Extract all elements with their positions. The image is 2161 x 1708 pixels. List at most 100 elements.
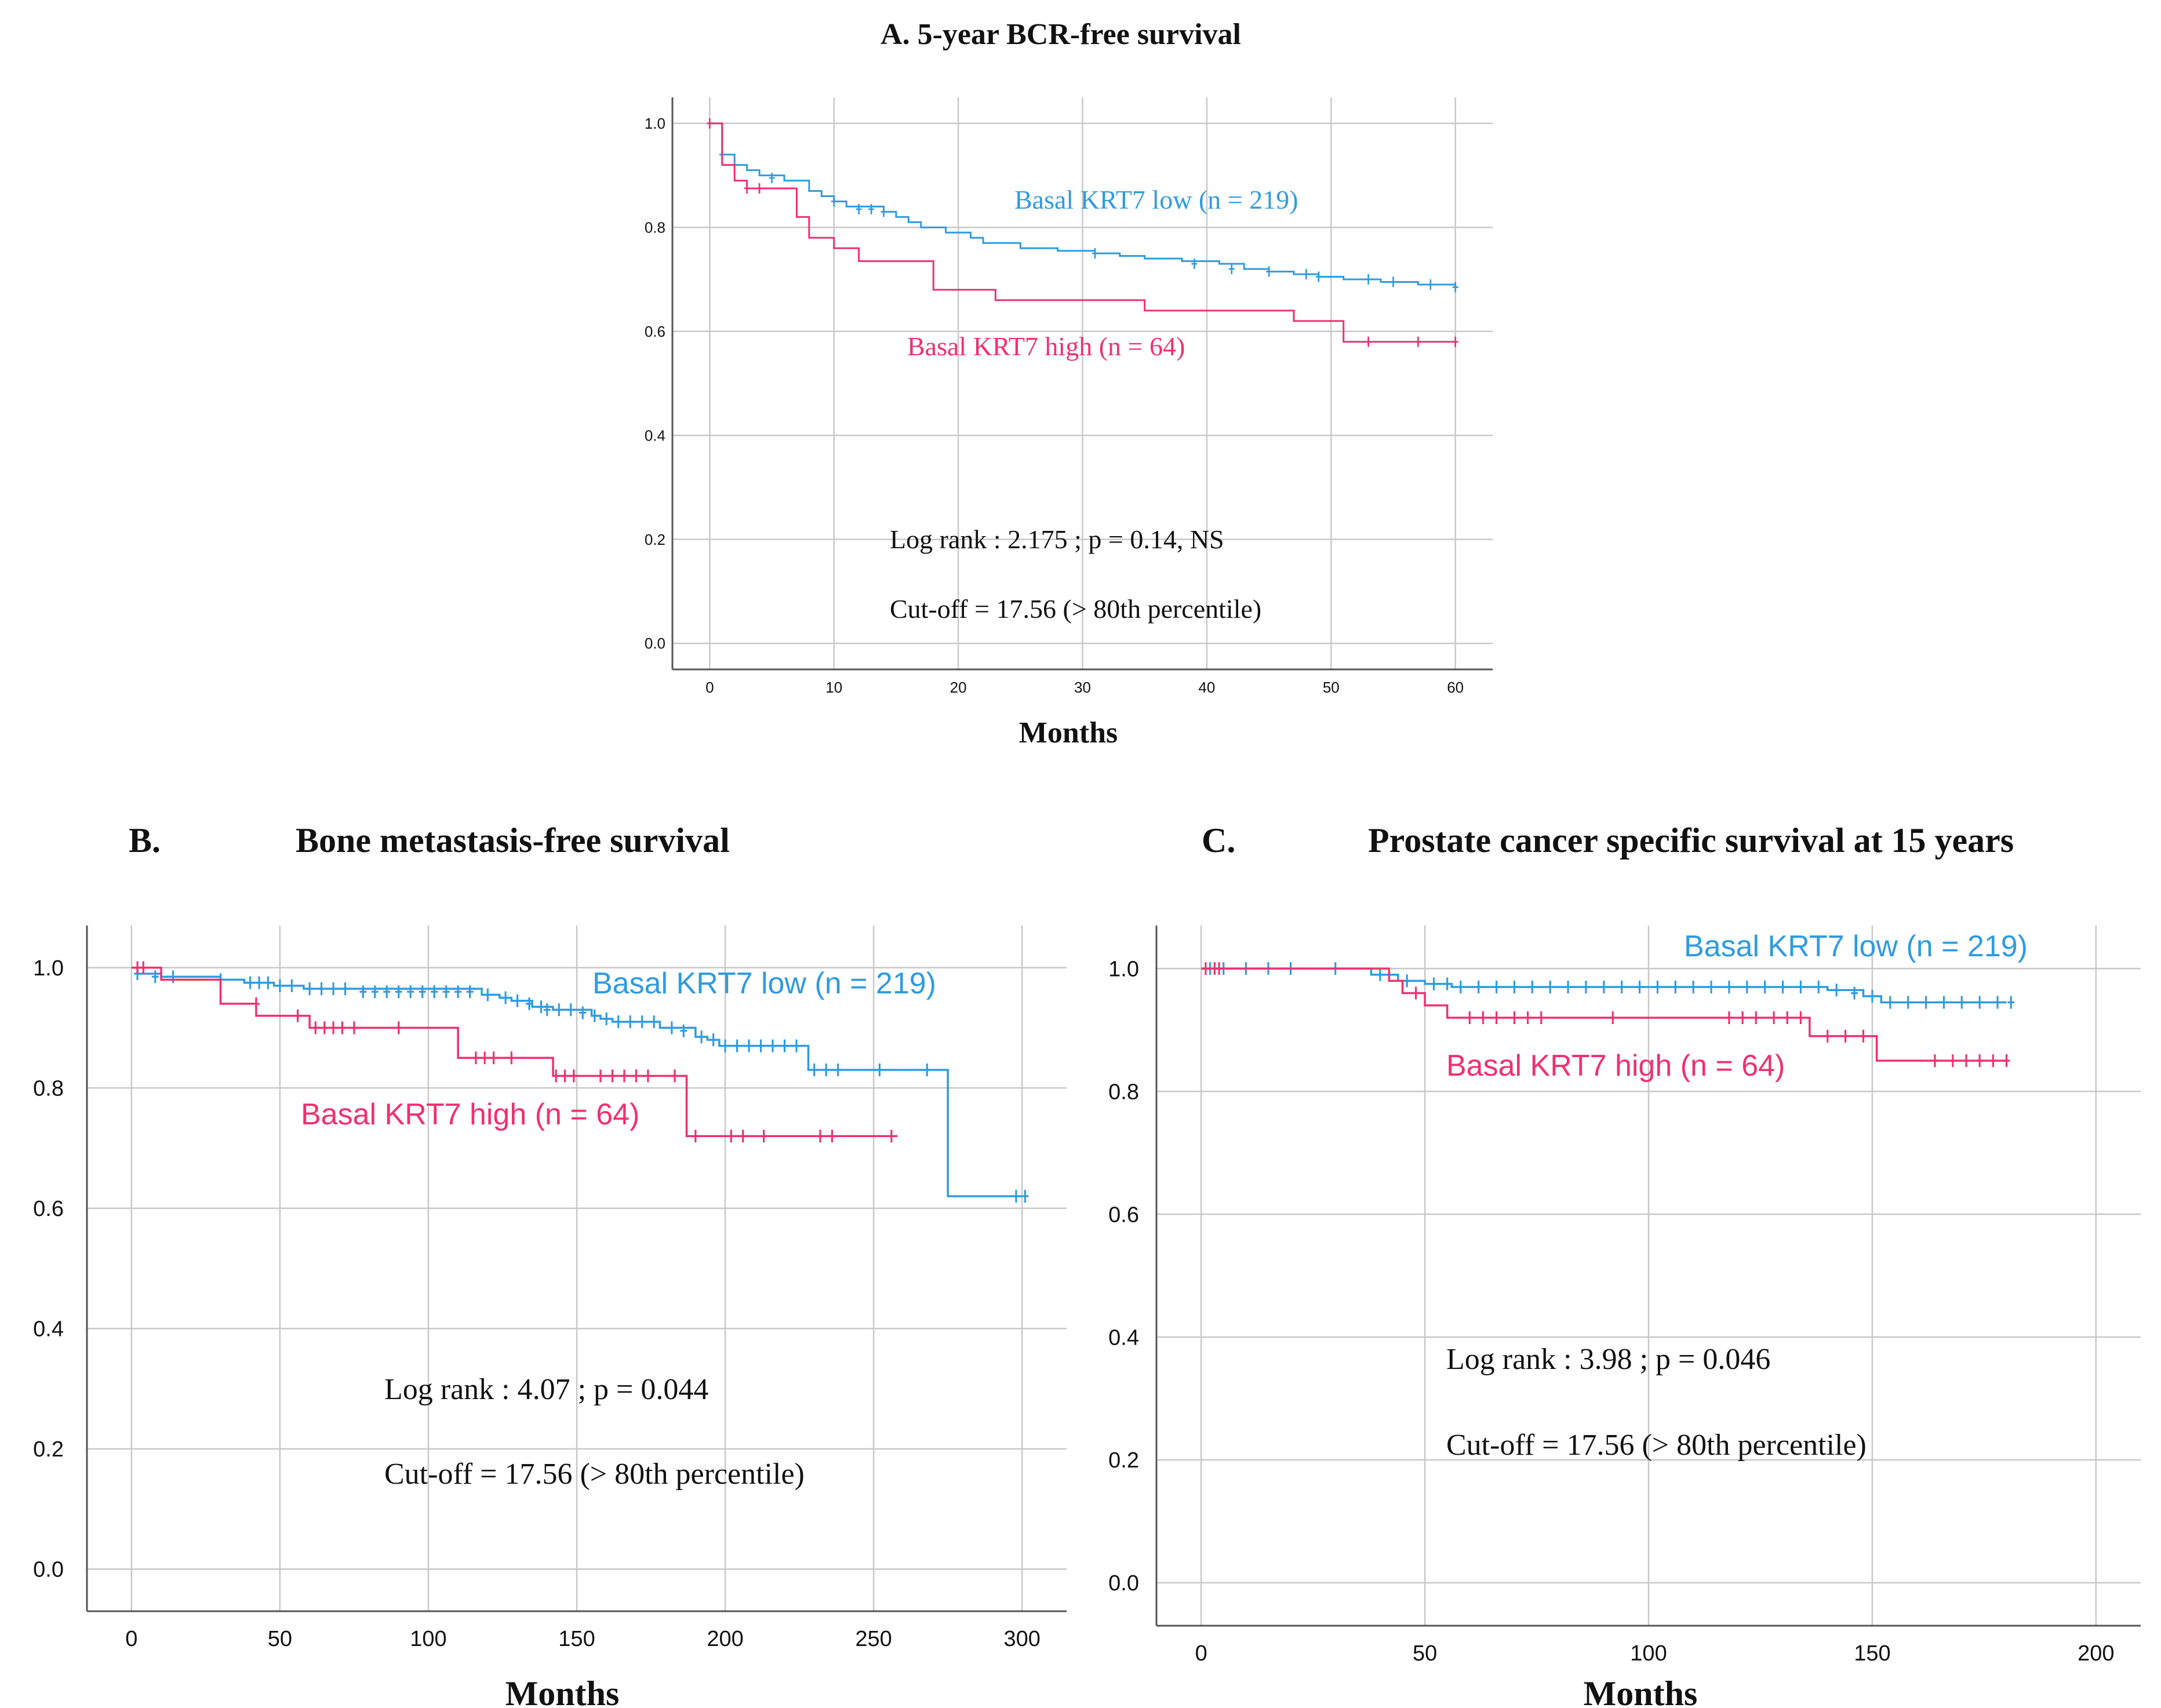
panel-a-series-low-censor-mark (881, 206, 887, 217)
panel-c-series-low-censor-mark (1511, 980, 1518, 993)
panel-b-series-low-censor-mark (151, 970, 159, 984)
panel-c-x-tick-label: 150 (1854, 1641, 1890, 1666)
panel-c-series-low-censor-mark (1547, 980, 1554, 993)
panel-b-series-low-censor-mark (484, 988, 492, 1002)
panel-c-series-low-censor-mark (1493, 980, 1500, 993)
panel-b-series-high-censor-mark (508, 1051, 515, 1065)
panel-b-series-low-censor-mark (745, 1039, 753, 1053)
panel-b-series-high-censor-mark (294, 1009, 301, 1022)
panel-c-cutoff: Cut-off = 17.56 (> 80th percentile) (1446, 1429, 1867, 1462)
panel-b-series-low-censor-mark (567, 1003, 574, 1017)
panel-c-series-low-censor-mark (1529, 980, 1536, 993)
panel-b-series-low-censor-mark (698, 1030, 705, 1043)
panel-b-series-high-censor-mark (727, 1130, 735, 1143)
panel-c-series-low-censor-mark (1708, 980, 1715, 993)
panel-b-series-low-censor-mark (318, 982, 325, 995)
panel-c-legend-low: Basal KRT7 low (n = 219) (1684, 930, 2028, 963)
panel-c-grid (1156, 926, 2141, 1626)
panel-b-series-low-censor-mark (876, 1064, 883, 1077)
panel-c-series-high-censor-mark (1739, 1011, 1747, 1024)
panel-b-series-high-censor-mark (570, 1069, 577, 1083)
panel-b-series-low-censor-mark (431, 985, 438, 999)
panel-b-series-high-censor-mark (321, 1021, 328, 1035)
panel-b-series-low-censor-mark (769, 1039, 777, 1053)
panel-c-series-high-censor-mark (1479, 1011, 1487, 1024)
panel-b-series-low-censor-mark (419, 985, 426, 999)
panel-a-series-low-censor-mark (831, 196, 837, 207)
panel-c-series-low-censor-mark (1600, 980, 1607, 993)
panel-a-y-tick-label: 0.8 (645, 218, 665, 236)
panel-a-x-tick-label: 60 (1447, 679, 1464, 696)
panel-b-y-tick-label: 0.2 (33, 1437, 64, 1462)
panel-b-series-high-censor-mark (887, 1130, 895, 1143)
panel-b-series-low-censor-mark (383, 985, 391, 999)
panel-c-series-high-censor-mark (1797, 1011, 1805, 1024)
panel-b-series-high-censor-mark (552, 1069, 560, 1083)
panel-c-series-high-censor-mark (1725, 1011, 1733, 1024)
panel-c-series-low-censor-mark (1886, 996, 1894, 1009)
panel-b-series-low-censor-mark (371, 985, 379, 999)
panel-b-series-low-censor-mark (341, 982, 349, 995)
panel-a-y-tick-label: 0.2 (645, 531, 665, 548)
panel-c-series-high-censor-mark (1466, 1011, 1474, 1024)
panel-b-series-low-censor-mark (923, 1064, 931, 1077)
panel-a-x-tick-label: 40 (1198, 679, 1215, 696)
panel-c-series-low-censor-mark (1868, 989, 1876, 1003)
panel-b-series-low-censor-mark (680, 1024, 687, 1037)
panel-c-y-tick-label: 0.6 (1108, 1203, 1139, 1227)
panel-b-logrank: Log rank : 4.07 ; p = 0.044 (384, 1373, 708, 1406)
panel-b-y-tick-label: 0.8 (33, 1076, 64, 1101)
panel-b-series-low-censor-mark (255, 976, 263, 989)
panel-b-series-high-censor-mark (339, 1021, 346, 1035)
panel-a-series-high-censor-mark (1365, 336, 1371, 347)
panel-a-series-low-censor-mark (1191, 258, 1198, 270)
panel-c-series-high-censor-mark (1524, 1011, 1531, 1024)
panel-c-series-low-censor-mark (1976, 996, 1984, 1009)
panel-b-series-high-censor-mark (644, 1069, 652, 1083)
panel-b-series-high-censor-mark (692, 1130, 699, 1143)
panel-c-series-high-censor-mark (1824, 1029, 1831, 1043)
panel-c-series-high-censor-mark (1860, 1029, 1867, 1043)
panel-c-series-low-censor-mark (1443, 977, 1451, 990)
panel-a-series-low-curve (710, 122, 1457, 287)
panel-c-series-high-censor-mark (1216, 962, 1223, 975)
panel-b-legend-high: Basal KRT7 high (n = 64) (301, 1098, 639, 1131)
panel-b-y-tick-label: 0.6 (33, 1197, 64, 1221)
panel-c-legend-high: Basal KRT7 high (n = 64) (1446, 1049, 1785, 1083)
panel-c-series-high-censor-mark (1752, 1011, 1760, 1024)
panel-a-grid (672, 97, 1493, 669)
panel-b-x-tick-label: 0 (125, 1627, 137, 1651)
panel-b-grid (87, 926, 1067, 1611)
panel-b-series-low-censor-mark (169, 970, 177, 984)
panel-a-y-tick-label: 0.6 (645, 323, 665, 340)
panel-b-series-low-censor-mark (466, 985, 474, 999)
panel-a-y-tick-label: 1.0 (645, 115, 665, 132)
panel-c-series-high-censor-mark (2003, 1054, 2010, 1068)
panel-b-series-low-censor-mark (834, 1064, 842, 1077)
panel-b-x-tick-label: 200 (707, 1627, 743, 1651)
panel-c: C. Prostate cancer specific survival at … (1108, 821, 2141, 1708)
panel-b-series-high-censor-mark (140, 961, 147, 974)
panel-b-xlabel: Months (505, 1674, 620, 1708)
panel-b-series-low-censor-mark (757, 1039, 765, 1053)
panel-a-series-high-censor-mark (1452, 336, 1458, 347)
panel-b-series-low-censor-mark (555, 1003, 563, 1017)
panel-b-series-low-censor-mark (514, 994, 521, 1007)
panel-b-series-low-censor-mark (395, 985, 402, 999)
panel-c-series-low-censor-mark (1904, 996, 1912, 1009)
panel-c-series-low-censor-mark (1833, 984, 1840, 997)
panel-b-letter: B. (129, 821, 161, 860)
panel-b-series-high-censor-mark (561, 1069, 569, 1083)
panel-b-series-high-censor-mark (350, 1021, 358, 1035)
panel-b-series-low-censor-mark (407, 985, 414, 999)
panel-a-series-high-curve (710, 122, 1456, 343)
panel-c-series-high-censor-mark (1412, 986, 1420, 1000)
panel-b-series-high-censor-mark (472, 1051, 479, 1065)
panel-c-series-high-censor-mark (1493, 1011, 1500, 1024)
panel-b-series-high-censor-mark (252, 997, 260, 1010)
panel-b-series-high-censor-mark (816, 1130, 824, 1143)
panel-b-series-low-censor-mark (668, 1021, 675, 1035)
panel-b-y-tick-label: 0.4 (33, 1317, 64, 1342)
panel-b-series-low-censor-mark (502, 991, 510, 1004)
panel-b-series-high-censor-mark (739, 1130, 747, 1143)
